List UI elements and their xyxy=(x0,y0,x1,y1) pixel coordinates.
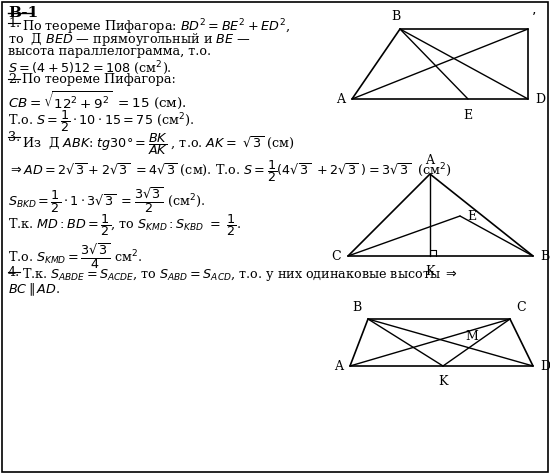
Text: $CB = \sqrt{12^2 + 9^2}\ = 15$ (см).: $CB = \sqrt{12^2 + 9^2}\ = 15$ (см). xyxy=(8,89,186,111)
Text: Т.о. $S = \dfrac{1}{2} \cdot 10 \cdot 15 = 75$ (см$^2$).: Т.о. $S = \dfrac{1}{2} \cdot 10 \cdot 15… xyxy=(8,108,194,134)
Text: K: K xyxy=(438,375,448,388)
Text: 2.: 2. xyxy=(8,73,20,86)
Text: B: B xyxy=(353,301,362,314)
Text: ’: ’ xyxy=(532,11,536,25)
Text: B: B xyxy=(392,10,400,23)
Text: $S = (4 + 5)12 = 108$ (см$^2$).: $S = (4 + 5)12 = 108$ (см$^2$). xyxy=(8,59,172,77)
Text: $S_{BKD} = \dfrac{1}{2} \cdot 1 \cdot 3\sqrt{3}\ = \dfrac{3\sqrt{3}}{2}$ (см$^2$: $S_{BKD} = \dfrac{1}{2} \cdot 1 \cdot 3\… xyxy=(8,185,205,215)
Text: B-1: B-1 xyxy=(8,6,38,20)
Text: Т.о. $S_{KMD} = \dfrac{3\sqrt{3}}{4}$ см$^2$.: Т.о. $S_{KMD} = \dfrac{3\sqrt{3}}{4}$ см… xyxy=(8,241,142,271)
Text: A: A xyxy=(336,92,345,106)
Text: E: E xyxy=(467,210,476,222)
Text: M: M xyxy=(465,329,478,343)
Text: По теореме Пифагора: $BD^2=BE^2+ED^2$,: По теореме Пифагора: $BD^2=BE^2+ED^2$, xyxy=(22,17,290,36)
Text: C: C xyxy=(331,249,341,263)
Text: высота параллелограмма, т.о.: высота параллелограмма, т.о. xyxy=(8,45,211,58)
Text: $BC \parallel AD$.: $BC \parallel AD$. xyxy=(8,281,60,298)
Text: D: D xyxy=(535,92,545,106)
Text: C: C xyxy=(516,301,526,314)
Text: D: D xyxy=(540,359,550,373)
Text: K: K xyxy=(425,265,435,278)
Text: A: A xyxy=(426,154,434,167)
Text: 1.: 1. xyxy=(8,17,20,30)
Text: Т.к. $MD : BD = \dfrac{1}{2}$, то $S_{KMD} : S_{KBD}\ =\ \dfrac{1}{2}$.: Т.к. $MD : BD = \dfrac{1}{2}$, то $S_{KM… xyxy=(8,212,241,238)
Text: A: A xyxy=(334,359,343,373)
Text: Т.к. $S_{ABDE} = S_{ACDE}$, то $S_{ABD} = S_{ACD}$, т.о. у них одинаковые высоты: Т.к. $S_{ABDE} = S_{ACDE}$, то $S_{ABD} … xyxy=(22,266,458,283)
Text: то  Д $BED$ — прямоугольный и $BE$ —: то Д $BED$ — прямоугольный и $BE$ — xyxy=(8,31,251,48)
Text: E: E xyxy=(464,109,472,122)
Text: $\Rightarrow AD=2\sqrt{3}+2\sqrt{3}\ = 4\sqrt{3}$ (см). Т.о. $S = \dfrac{1}{2}(4: $\Rightarrow AD=2\sqrt{3}+2\sqrt{3}\ = 4… xyxy=(8,158,452,184)
Text: 4.: 4. xyxy=(8,266,20,279)
Text: Из  Д $ABK$: $tg30° = \dfrac{BK}{AK}$ , т.о. $AK =\ \sqrt{3}$ (см): Из Д $ABK$: $tg30° = \dfrac{BK}{AK}$ , т… xyxy=(22,131,294,157)
Text: 3.: 3. xyxy=(8,131,20,144)
Text: B: B xyxy=(540,249,549,263)
Text: По теореме Пифагора:: По теореме Пифагора: xyxy=(22,73,176,86)
